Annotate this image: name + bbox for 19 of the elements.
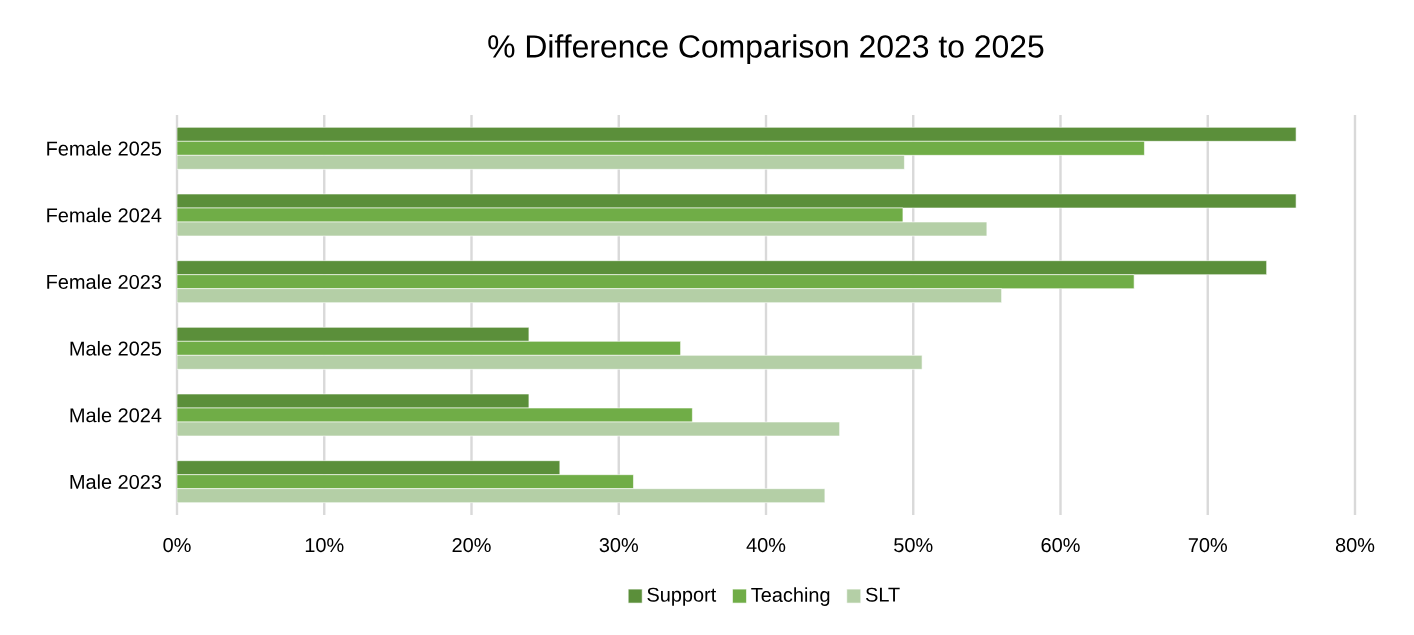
y-tick-label: Male 2025 xyxy=(70,341,162,356)
x-tick-label: 20% xyxy=(452,538,491,553)
legend-label: Support xyxy=(647,587,717,606)
legend-label: SLT xyxy=(865,587,900,602)
y-tick-label: Female 2023 xyxy=(47,274,162,289)
x-tick-label: 60% xyxy=(1041,538,1080,553)
legend-label: Teaching xyxy=(751,587,830,606)
y-tick-label: Female 2024 xyxy=(47,207,162,223)
y-tick-label: Male 2024 xyxy=(70,407,162,423)
y-tick-label: Male 2023 xyxy=(70,474,162,489)
chart-title: % Difference Comparison 2023 to 2025 xyxy=(488,34,1044,65)
x-tick-label: 50% xyxy=(894,538,933,553)
x-tick-label: 0% xyxy=(163,538,191,553)
x-tick-label: 30% xyxy=(599,538,638,553)
x-tick-label: 70% xyxy=(1188,538,1227,553)
x-tick-label: 80% xyxy=(1335,538,1375,553)
x-tick-label: 10% xyxy=(305,538,344,553)
y-tick-label: Female 2025 xyxy=(47,141,162,156)
x-tick-label: 40% xyxy=(746,538,786,553)
